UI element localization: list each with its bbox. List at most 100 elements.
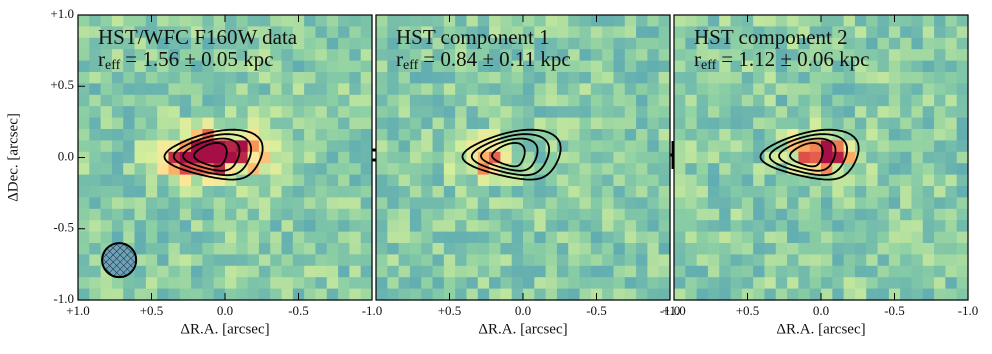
pixel — [78, 231, 90, 244]
pixel — [843, 277, 856, 290]
pixel — [832, 243, 845, 255]
pixel — [304, 117, 317, 130]
pixel — [534, 37, 547, 50]
subtitle-subscript: eff — [701, 58, 717, 73]
pixel — [707, 220, 720, 233]
pixel — [360, 60, 373, 73]
pixel — [707, 197, 720, 210]
pixel — [888, 277, 901, 290]
pixel — [821, 220, 833, 233]
pixel — [409, 15, 422, 27]
pixel — [511, 163, 524, 176]
pixel — [326, 186, 339, 198]
pixel — [945, 151, 958, 164]
panel-title: HST component 2 — [694, 25, 848, 49]
pixel — [247, 186, 260, 198]
pixel — [674, 60, 686, 73]
pixel — [89, 208, 102, 221]
pixel — [719, 49, 732, 62]
pixel — [225, 106, 237, 119]
pixel — [534, 254, 547, 267]
pixel — [111, 49, 124, 62]
pixel — [225, 140, 237, 153]
pixel — [281, 117, 294, 130]
pixel — [89, 186, 102, 198]
pixel — [877, 186, 890, 198]
pixel — [753, 106, 766, 119]
pixel — [674, 231, 686, 244]
pixel — [658, 151, 671, 164]
pixel — [213, 174, 226, 187]
pixel — [236, 60, 249, 73]
pixel — [523, 37, 535, 50]
pixel — [213, 220, 226, 233]
pixel — [809, 208, 822, 221]
pixel — [157, 15, 170, 27]
pixel — [798, 106, 811, 119]
pixel — [956, 288, 969, 301]
pixel — [888, 94, 901, 107]
pixel — [157, 254, 170, 267]
pixel — [647, 208, 660, 221]
pixel — [134, 151, 147, 164]
pixel — [511, 231, 524, 244]
pixel — [764, 277, 777, 290]
pixel — [590, 208, 603, 221]
pixel — [398, 163, 411, 176]
pixel — [270, 140, 283, 153]
pixel — [877, 163, 890, 176]
pixel — [258, 106, 271, 119]
pixel — [489, 208, 501, 221]
pixel — [213, 231, 226, 244]
pixel — [798, 277, 811, 290]
pixel — [466, 254, 479, 267]
pixel — [590, 106, 603, 119]
pixel — [730, 243, 743, 255]
pixel — [934, 163, 946, 176]
pixel — [432, 186, 445, 198]
pixel — [843, 186, 856, 198]
pixel — [123, 151, 136, 164]
pixel — [787, 254, 799, 267]
pixel — [292, 140, 305, 153]
pixel — [809, 94, 822, 107]
pixel — [202, 254, 215, 267]
pixel — [179, 72, 192, 84]
pixel — [360, 94, 373, 107]
pixel — [911, 117, 924, 130]
pixel — [409, 254, 422, 267]
pixel — [247, 254, 260, 267]
pixel — [145, 60, 158, 73]
pixel — [421, 243, 434, 255]
pixel — [911, 26, 924, 39]
pixel — [89, 15, 102, 27]
pixel — [78, 186, 90, 198]
pixel — [877, 231, 890, 244]
pixel — [376, 151, 388, 164]
pixel — [387, 106, 400, 119]
pixel — [455, 60, 468, 73]
pixel — [292, 197, 305, 210]
pixel — [455, 117, 468, 130]
pixel — [281, 220, 294, 233]
pixel — [432, 37, 445, 50]
pixel — [455, 265, 468, 278]
pixel — [168, 37, 181, 50]
pixel — [304, 129, 317, 141]
pixel — [674, 26, 686, 39]
pixel — [900, 288, 913, 301]
pixel — [719, 186, 732, 198]
pixel — [741, 243, 754, 255]
contour — [182, 137, 241, 172]
pixel — [922, 129, 935, 141]
pixel — [145, 117, 158, 130]
pixel — [685, 231, 698, 244]
pixel — [764, 186, 777, 198]
pixel — [911, 49, 924, 62]
pixel — [602, 60, 615, 73]
pixel — [945, 15, 958, 27]
pixel — [443, 49, 456, 62]
pixel — [956, 26, 969, 39]
pixel — [466, 60, 479, 73]
pixel — [247, 277, 260, 290]
